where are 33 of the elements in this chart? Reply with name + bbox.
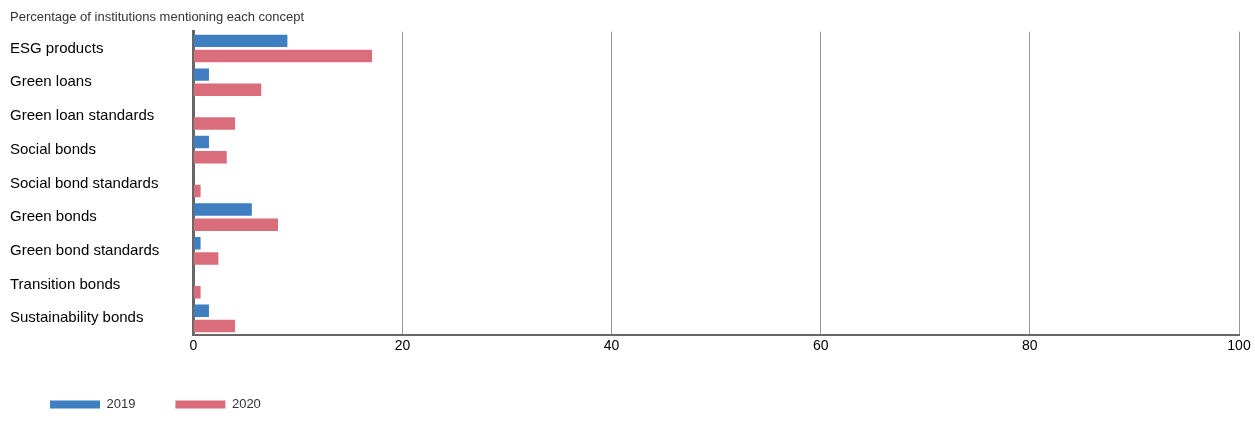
bar [193, 218, 278, 231]
y-tick-label: Transition bonds [10, 274, 121, 292]
chart-title: Percentage of institutions mentioning each concept [10, 9, 305, 25]
legend-label: 2019 [106, 396, 136, 412]
bar [193, 135, 209, 149]
x-tick-label: 40 [603, 337, 620, 354]
y-tick-label: Green bond standards [10, 241, 160, 259]
bar [193, 319, 236, 333]
bar [193, 49, 373, 63]
bar [193, 252, 219, 265]
bar [193, 184, 201, 198]
y-tick-label: Social bonds [10, 139, 96, 157]
y-tick-label: Green loans [10, 72, 92, 90]
bar [193, 68, 209, 81]
x-tick-label: 20 [394, 337, 411, 354]
x-tick-label: 80 [1022, 337, 1038, 354]
bar [193, 117, 236, 130]
bar [193, 151, 227, 164]
y-tick-label: Green loan standards [10, 106, 155, 124]
y-tick-label: ESG products [10, 38, 104, 56]
bar [193, 285, 201, 299]
bar [193, 304, 209, 317]
y-tick-label: Social bond standards [10, 173, 159, 191]
bar [193, 203, 252, 216]
x-tick-label: 100 [1227, 337, 1251, 354]
bar [193, 34, 288, 48]
bar [193, 83, 262, 97]
y-tick-label: Green bonds [10, 207, 97, 225]
x-tick-label: 0 [189, 337, 198, 354]
legend-label: 2020 [231, 396, 261, 412]
y-tick-label: Sustainability bonds [10, 308, 144, 326]
bar [193, 237, 201, 250]
x-tick-label: 60 [812, 337, 829, 354]
